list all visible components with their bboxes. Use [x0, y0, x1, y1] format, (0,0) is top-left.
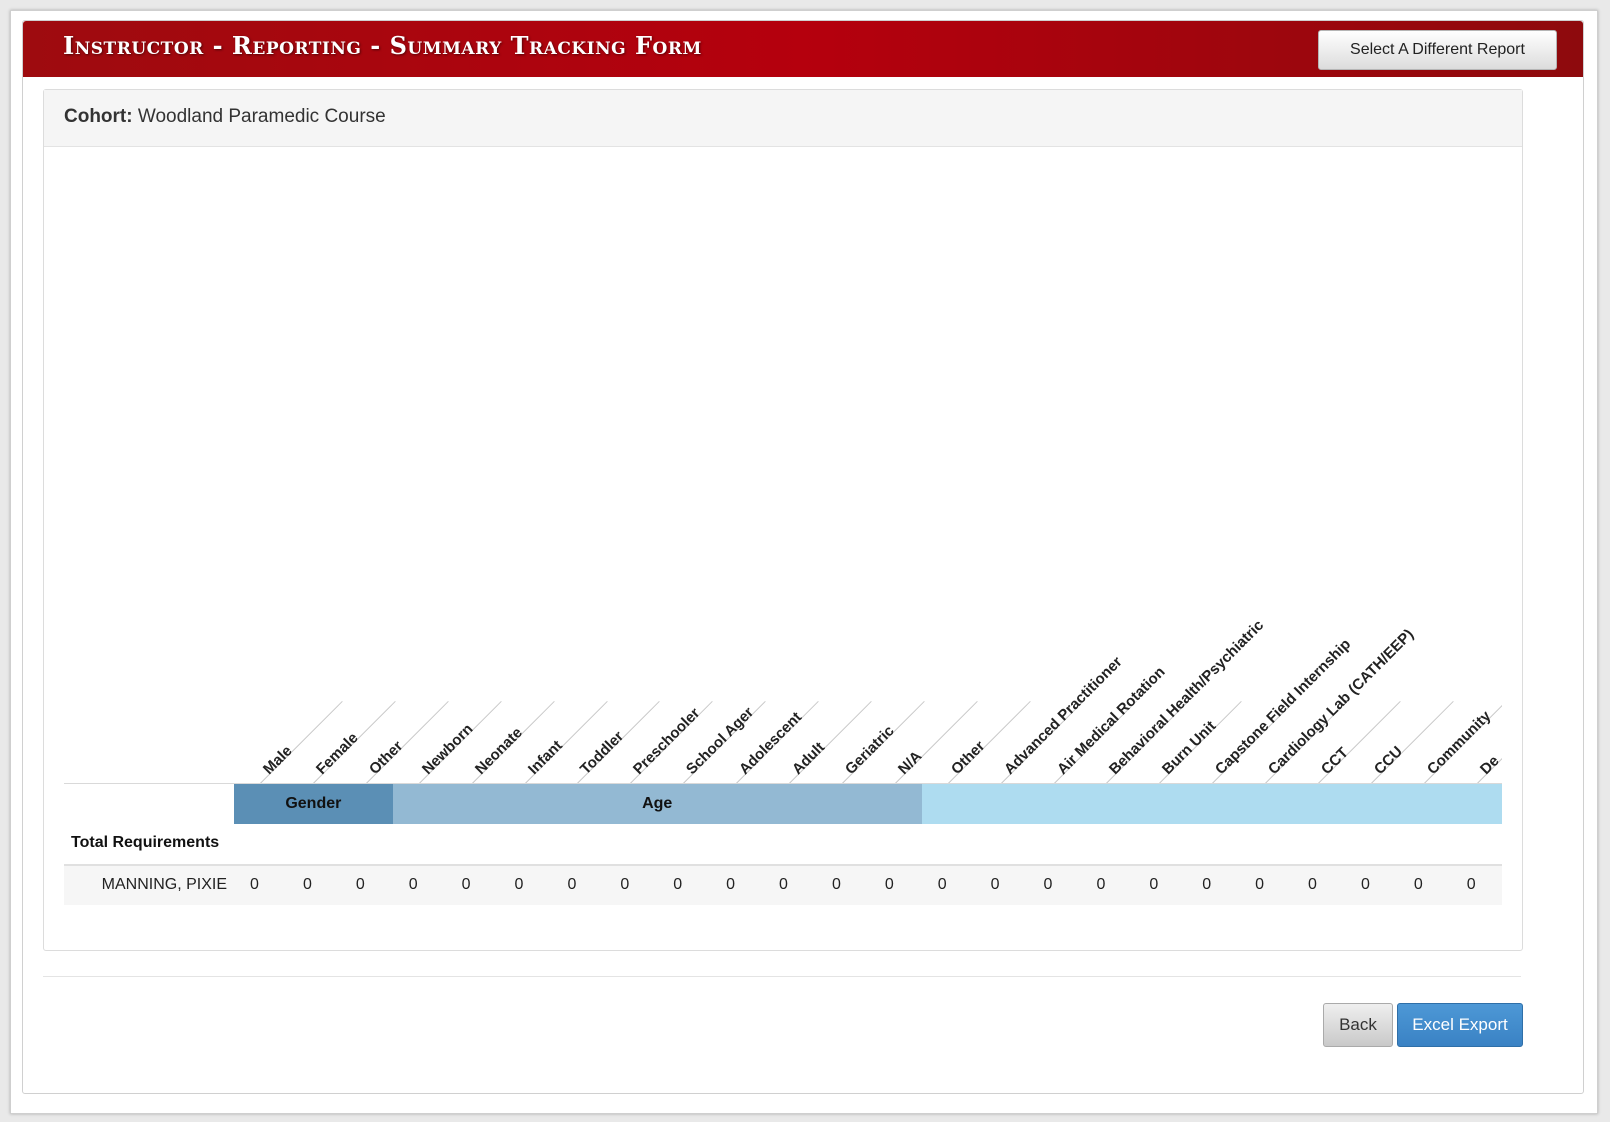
title-bar: Instructor - Reporting - Summary Trackin… — [23, 21, 1583, 77]
table-cell: 0 — [937, 876, 947, 893]
column-header: Neonate — [446, 146, 555, 786]
table-cell: 0 — [831, 876, 841, 893]
table-cell: 0 — [408, 876, 418, 893]
column-header: Toddler — [551, 146, 661, 786]
table-cell: 0 — [1466, 876, 1476, 893]
page-title: Instructor - Reporting - Summary Trackin… — [63, 31, 702, 60]
cohort-label: Cohort: — [64, 106, 133, 127]
column-header: N/A — [869, 146, 978, 786]
group-band: Age — [392, 784, 922, 824]
column-header: Female — [287, 146, 396, 786]
table-cell: 0 — [884, 876, 894, 893]
row-divider — [64, 864, 1502, 866]
back-button[interactable]: Back — [1323, 1003, 1393, 1047]
column-header: Advanced Practitioner — [975, 146, 1125, 786]
total-requirements-label: Total Requirements — [71, 834, 220, 851]
tracking-grid: Male Female Other Newborn Neonate Infant Toddl… — [64, 146, 1502, 906]
excel-export-button[interactable]: Excel Export — [1397, 1003, 1523, 1047]
column-header: CCU — [1345, 146, 1454, 786]
table-cell: 0 — [1360, 876, 1370, 893]
column-header-label: De — [1476, 752, 1502, 778]
table-cell: 0 — [1413, 876, 1423, 893]
header-divider — [64, 783, 1502, 784]
column-header-label: N/A — [894, 747, 926, 778]
table-cell: 0 — [567, 876, 577, 893]
report-panel: Cohort: Woodland Paramedic Course Male Fe… — [43, 89, 1523, 951]
table-cell: 0 — [1149, 876, 1159, 893]
column-header: Preschooler — [604, 146, 714, 786]
column-header: Male — [234, 146, 343, 786]
group-band: Gender — [234, 784, 393, 824]
table-cell: 0 — [1202, 876, 1212, 893]
table-cell: 0 — [1255, 876, 1265, 893]
column-header: Newborn — [393, 146, 502, 786]
group-band — [921, 784, 1502, 824]
column-header: Burn Unit — [1133, 146, 1243, 786]
table-cell: 0 — [673, 876, 683, 893]
table-cell: 0 — [250, 876, 259, 893]
column-header: Infant — [499, 146, 608, 786]
column-header: CCT — [1292, 146, 1401, 786]
table-cell: 0 — [990, 876, 1000, 893]
select-different-report-button[interactable]: Select A Different Report — [1318, 30, 1557, 70]
column-header: Capstone Field Internship — [1186, 146, 1354, 786]
cohort-value: Woodland Paramedic Course — [137, 106, 386, 127]
table-cell: 0 — [355, 876, 365, 893]
table-cell: 0 — [461, 876, 471, 893]
table-cell: 0 — [514, 876, 524, 893]
column-header: Air Medical Rotation — [1028, 146, 1168, 786]
report-card: Instructor - Reporting - Summary Trackin… — [22, 20, 1584, 1094]
table-cell: 0 — [302, 876, 312, 893]
column-header: Adult — [763, 146, 872, 786]
column-header: Behavioral Health/Psychiatric — [1080, 146, 1268, 786]
table-cell: 0 — [779, 876, 788, 893]
table-cell: 0 — [726, 876, 736, 893]
table-cell: 0 — [1308, 876, 1317, 893]
table-cell: 0 — [1096, 876, 1106, 893]
column-header: Other — [922, 146, 1031, 786]
column-header: Cardiology Lab (CATH/EEP) — [1239, 146, 1417, 786]
column-header: Adolescent — [710, 146, 819, 786]
cohort-info: Cohort: Woodland Paramedic Course — [64, 106, 386, 128]
column-header: Other — [340, 146, 449, 786]
student-name: MANNING, PIXIE — [101, 876, 227, 893]
column-header: School Ager — [657, 146, 766, 786]
table-row: MANNING, PIXIE 0 0 0 0 0 0 0 0 0 0 0 0 0 0 0 0 0 0 0 0 0 0 0 0 — [64, 866, 1502, 905]
footer-divider — [43, 976, 1521, 977]
table-cell: 0 — [1043, 876, 1053, 893]
table-cell: 0 — [620, 876, 630, 893]
column-header: Geriatric — [816, 146, 925, 786]
column-header: De — [1451, 146, 1502, 786]
panel-header: Cohort: Woodland Paramedic Course — [44, 90, 1522, 147]
column-header: Community — [1398, 146, 1502, 786]
